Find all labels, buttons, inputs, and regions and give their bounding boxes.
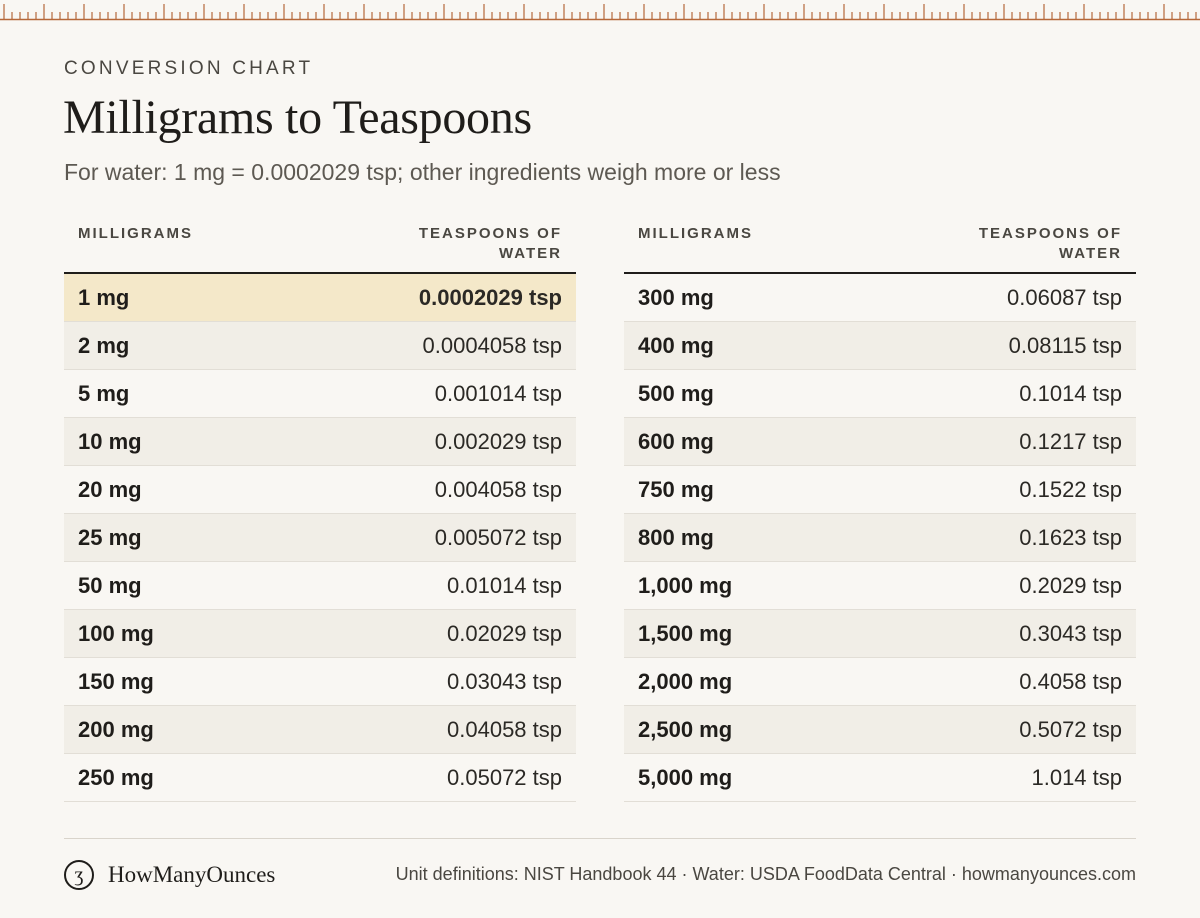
- teaspoons-cell: 0.1623 tsp: [1019, 525, 1122, 550]
- milligrams-cell: 2,500 mg: [638, 717, 733, 742]
- milligrams-cell: 250 mg: [78, 765, 154, 790]
- table-body: 1 mg 0.0002029 tsp 2 mg 0.0004058 tsp 5 mg 0.…: [64, 274, 576, 802]
- table-row: 400 mg 0.08115 tsp: [624, 322, 1136, 370]
- table-row: 25 mg 0.005072 tsp: [64, 514, 576, 562]
- table-header: MILLIGRAMS TEASPOONS OF WATER: [624, 222, 1136, 274]
- milligrams-cell: 400 mg: [638, 333, 714, 358]
- milligrams-cell: 800 mg: [638, 525, 714, 550]
- teaspoons-cell: 0.1014 tsp: [1019, 381, 1122, 406]
- table-row: 5 mg 0.001014 tsp: [64, 370, 576, 418]
- teaspoons-cell: 0.01014 tsp: [447, 573, 562, 598]
- milligrams-cell: 5 mg: [78, 381, 130, 406]
- teaspoons-cell: 0.4058 tsp: [1019, 669, 1122, 694]
- footer-divider: [64, 838, 1136, 839]
- milligrams-cell: 500 mg: [638, 381, 714, 406]
- milligrams-cell: 20 mg: [78, 477, 142, 502]
- milligrams-cell: 2,000 mg: [638, 669, 733, 694]
- sources-note: Unit definitions: NIST Handbook 44 · Wat…: [395, 864, 1136, 884]
- table-row: 250 mg 0.05072 tsp: [64, 754, 576, 802]
- table-row: 150 mg 0.03043 tsp: [64, 658, 576, 706]
- table-row: 200 mg 0.04058 tsp: [64, 706, 576, 754]
- milligrams-cell: 600 mg: [638, 429, 714, 454]
- howmanyounces-logo-icon: ʒ: [64, 860, 94, 890]
- teaspoons-cell: 0.002029 tsp: [434, 429, 562, 454]
- milligrams-cell: 1 mg: [78, 285, 130, 310]
- milligrams-cell: 1,000 mg: [638, 573, 733, 598]
- teaspoons-cell: 0.1217 tsp: [1019, 429, 1122, 454]
- table-row: 2 mg 0.0004058 tsp: [64, 322, 576, 370]
- table-row: 100 mg 0.02029 tsp: [64, 610, 576, 658]
- milligrams-cell: 10 mg: [78, 429, 142, 454]
- page-title: Milligrams to Teaspoons: [63, 91, 532, 144]
- table-row: 10 mg 0.002029 tsp: [64, 418, 576, 466]
- milligrams-cell: 50 mg: [78, 573, 142, 598]
- table-row: 800 mg 0.1623 tsp: [624, 514, 1136, 562]
- table-row: 20 mg 0.004058 tsp: [64, 466, 576, 514]
- table-row: 500 mg 0.1014 tsp: [624, 370, 1136, 418]
- table-row: 1 mg 0.0002029 tsp: [64, 274, 576, 322]
- teaspoons-cell: 0.06087 tsp: [1007, 285, 1122, 310]
- milligrams-cell: 1,500 mg: [638, 621, 733, 646]
- teaspoons-cell: 0.001014 tsp: [434, 381, 562, 406]
- eyebrow-label: CONVERSION CHART: [64, 58, 314, 79]
- page-subtitle: For water: 1 mg = 0.0002029 tsp; other i…: [64, 159, 781, 185]
- table-header: MILLIGRAMS TEASPOONS OF WATER: [64, 222, 576, 274]
- brand-name: HowManyOunces: [108, 862, 276, 887]
- conversion-table-left: MILLIGRAMS TEASPOONS OF WATER 1 mg 0.0002…: [64, 222, 576, 802]
- table-row: 50 mg 0.01014 tsp: [64, 562, 576, 610]
- table-row: 1,500 mg 0.3043 tsp: [624, 610, 1136, 658]
- table-body: 300 mg 0.06087 tsp 400 mg 0.08115 tsp 500 mg…: [624, 274, 1136, 802]
- brand-logo[interactable]: ʒ HowManyOunces: [64, 858, 275, 892]
- teaspoons-cell: 0.2029 tsp: [1019, 573, 1122, 598]
- table-row: 2,500 mg 0.5072 tsp: [624, 706, 1136, 754]
- column-header-milligrams: MILLIGRAMS: [78, 225, 193, 242]
- column-header-teaspoons: TEASPOONS OF WATER: [418, 225, 562, 262]
- milligrams-cell: 25 mg: [78, 525, 142, 550]
- milligrams-cell: 300 mg: [638, 285, 714, 310]
- teaspoons-cell: 0.0002029 tsp: [418, 285, 562, 310]
- milligrams-cell: 200 mg: [78, 717, 154, 742]
- teaspoons-cell: 0.0004058 tsp: [422, 333, 562, 358]
- teaspoons-cell: 1.014 tsp: [1031, 765, 1122, 790]
- teaspoons-cell: 0.5072 tsp: [1019, 717, 1122, 742]
- teaspoons-cell: 0.005072 tsp: [434, 525, 562, 550]
- teaspoons-cell: 0.02029 tsp: [447, 621, 562, 646]
- teaspoons-cell: 0.03043 tsp: [447, 669, 562, 694]
- table-row: 1,000 mg 0.2029 tsp: [624, 562, 1136, 610]
- column-header-teaspoons: TEASPOONS OF WATER: [978, 225, 1122, 262]
- milligrams-cell: 150 mg: [78, 669, 154, 694]
- table-row: 600 mg 0.1217 tsp: [624, 418, 1136, 466]
- teaspoons-cell: 0.04058 tsp: [447, 717, 562, 742]
- column-header-milligrams: MILLIGRAMS: [638, 225, 753, 242]
- milligrams-cell: 2 mg: [78, 333, 130, 358]
- teaspoons-cell: 0.05072 tsp: [447, 765, 562, 790]
- table-row: 2,000 mg 0.4058 tsp: [624, 658, 1136, 706]
- ruler-decoration: [0, 4, 1200, 21]
- milligrams-cell: 750 mg: [638, 477, 714, 502]
- milligrams-cell: 100 mg: [78, 621, 154, 646]
- teaspoons-cell: 0.1522 tsp: [1019, 477, 1122, 502]
- table-row: 300 mg 0.06087 tsp: [624, 274, 1136, 322]
- table-row: 750 mg 0.1522 tsp: [624, 466, 1136, 514]
- teaspoons-cell: 0.08115 tsp: [1008, 333, 1122, 358]
- teaspoons-cell: 0.3043 tsp: [1019, 621, 1122, 646]
- conversion-table-right: MILLIGRAMS TEASPOONS OF WATER 300 mg 0.06…: [624, 222, 1136, 802]
- teaspoons-cell: 0.004058 tsp: [434, 477, 562, 502]
- milligrams-cell: 5,000 mg: [638, 765, 733, 790]
- table-row: 5,000 mg 1.014 tsp: [624, 754, 1136, 802]
